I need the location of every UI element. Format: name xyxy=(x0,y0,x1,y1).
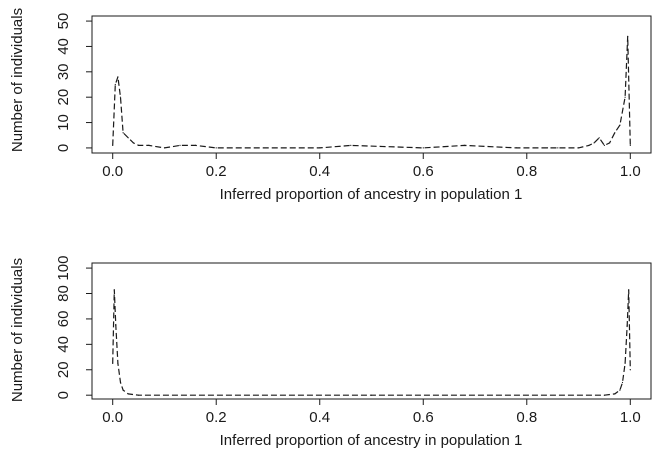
x-tick-label: 0.8 xyxy=(516,163,537,180)
y-tick-label: 60 xyxy=(55,311,72,328)
series-line xyxy=(112,36,631,149)
data-point xyxy=(577,147,580,149)
data-point xyxy=(422,147,424,149)
y-axis: 0 20 40 60 80 100 xyxy=(55,256,92,399)
data-point xyxy=(603,144,606,146)
y-tick-label: 80 xyxy=(55,285,72,302)
data-point xyxy=(628,289,630,291)
data-point xyxy=(609,142,611,144)
data-point xyxy=(163,147,166,149)
data-point xyxy=(114,83,116,86)
data-point xyxy=(370,394,373,396)
x-axis-label: Inferred proportion of ancestry in popul… xyxy=(220,432,523,449)
data-point xyxy=(629,369,631,371)
data-point xyxy=(132,142,134,144)
data-point xyxy=(619,124,621,126)
x-tick-label: 0.2 xyxy=(206,163,227,180)
chart-top: 0.0 0.2 0.4 0.6 0.8 1.0 0 10 20 30 40 50 Inferred … xyxy=(9,8,652,203)
data-point xyxy=(546,147,549,149)
data-point xyxy=(117,362,119,364)
y-tick-label: 30 xyxy=(55,63,72,80)
data-point xyxy=(148,144,150,146)
data-point xyxy=(464,144,466,146)
x-tick-label: 0.0 xyxy=(102,163,123,180)
x-tick-label: 0.8 xyxy=(516,409,537,426)
data-point xyxy=(621,381,624,384)
y-axis-label: Number of individuals xyxy=(9,8,26,152)
data-point xyxy=(350,144,352,146)
x-tick-label: 0.6 xyxy=(413,163,434,180)
data-point xyxy=(122,389,124,391)
data-point xyxy=(113,289,115,291)
y-tick-label: 40 xyxy=(55,336,72,353)
data-point xyxy=(127,137,129,139)
y-tick-label: 20 xyxy=(55,361,72,378)
plot-frame xyxy=(91,262,652,400)
data-point xyxy=(194,144,197,146)
y-axis-label: Number of individuals xyxy=(9,258,26,402)
data-point xyxy=(117,76,119,78)
y-axis: 0 10 20 30 40 50 xyxy=(55,13,92,152)
x-tick-label: 0.0 xyxy=(102,409,123,426)
data-point xyxy=(624,96,626,98)
x-tick-label: 0.4 xyxy=(309,163,330,180)
data-point xyxy=(626,324,628,326)
y-tick-label: 40 xyxy=(55,38,72,55)
data-point xyxy=(319,147,321,149)
data-point xyxy=(215,147,217,149)
data-marks xyxy=(112,289,631,396)
y-tick-label: 100 xyxy=(55,256,72,281)
y-tick-label: 0 xyxy=(55,391,72,399)
chart-bottom: 0.0 0.2 0.4 0.6 0.8 1.0 0 20 40 60 80 100 Inferred… xyxy=(9,256,652,449)
x-axis: 0.0 0.2 0.4 0.6 0.8 1.0 xyxy=(102,399,641,426)
data-point xyxy=(629,144,631,146)
data-point xyxy=(127,393,129,395)
y-tick-label: 10 xyxy=(55,114,72,131)
data-point xyxy=(179,144,181,146)
data-point xyxy=(515,147,518,149)
data-point xyxy=(614,132,616,134)
x-tick-label: 0.4 xyxy=(309,409,330,426)
data-point xyxy=(138,394,140,396)
data-point xyxy=(593,142,595,144)
x-tick-label: 1.0 xyxy=(620,409,641,426)
x-tick-label: 1.0 xyxy=(620,163,641,180)
series-line xyxy=(112,289,631,396)
data-point xyxy=(119,381,122,384)
y-tick-label: 0 xyxy=(55,144,72,152)
data-point xyxy=(627,35,629,37)
data-point xyxy=(119,96,122,98)
x-axis: 0.0 0.2 0.4 0.6 0.8 1.0 xyxy=(102,153,641,180)
data-point xyxy=(598,137,600,139)
data-point xyxy=(588,144,590,146)
data-point xyxy=(138,144,140,146)
data-marks xyxy=(112,35,631,149)
x-axis-label: Inferred proportion of ancestry in popul… xyxy=(220,186,523,203)
y-tick-label: 20 xyxy=(55,89,72,106)
x-tick-label: 0.2 xyxy=(206,409,227,426)
data-point xyxy=(619,389,621,391)
data-point xyxy=(614,393,616,395)
y-tick-label: 50 xyxy=(55,13,72,30)
plot-frame xyxy=(91,15,652,154)
x-tick-label: 0.6 xyxy=(413,409,434,426)
data-point xyxy=(557,147,559,149)
data-point xyxy=(624,362,626,364)
data-point xyxy=(115,324,117,326)
data-point xyxy=(112,362,114,364)
data-point xyxy=(603,394,606,396)
data-point xyxy=(122,132,124,134)
data-point xyxy=(112,144,114,146)
